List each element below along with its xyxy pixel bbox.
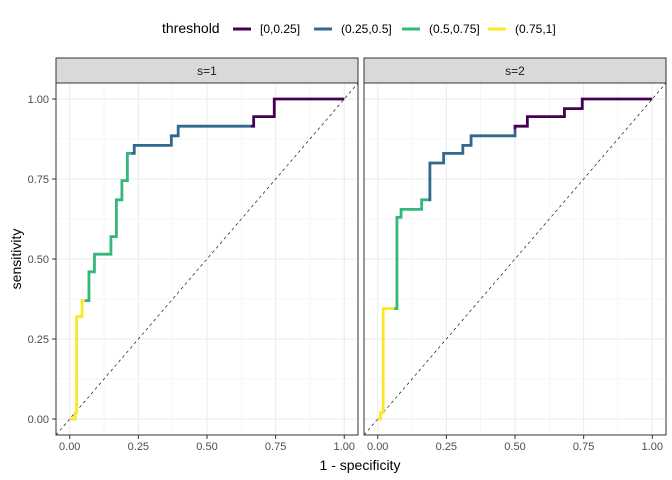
x-tick-label: 0.00 — [59, 441, 80, 453]
roc-series-line — [69, 299, 85, 421]
legend-label: (0.5,0.75] — [429, 22, 480, 36]
facet-panels: s=1 0.00 0.25 0.50 0.75 1.00 0.00 0.25 0.50 0.75 1… — [28, 57, 667, 453]
facet-strip — [55, 57, 359, 84]
roc-series-line — [131, 124, 251, 155]
legend-label: (0.25,0.5] — [341, 22, 392, 36]
legend-item: [0,0.25] — [233, 22, 300, 36]
facet-strip-label: s=1 — [197, 64, 217, 78]
roc-series-line — [377, 307, 395, 421]
panel-2: s=2 0.00 0.25 0.50 0.75 1.00 — [363, 57, 667, 453]
x-axis-title: 1 - specificity — [320, 457, 401, 473]
x-tick-label: 0.75 — [265, 441, 286, 453]
legend-title: threshold — [162, 20, 220, 36]
legend-item: (0.25,0.5] — [314, 22, 392, 36]
x-tick-label: 0.25 — [436, 441, 457, 453]
legend: threshold [0,0.25] (0.25,0.5] (0.5,0.75] (0… — [162, 20, 556, 36]
roc-series-line — [250, 97, 345, 128]
x-tick-label: 0.25 — [128, 441, 149, 453]
x-tick-label: 0.50 — [504, 441, 525, 453]
y-tick-label: 0.00 — [28, 414, 49, 426]
reference-diagonal — [363, 82, 667, 436]
y-tick-label: 0.25 — [28, 334, 49, 346]
legend-item: (0.75,1] — [488, 22, 556, 36]
y-axis-title: sensitivity — [8, 229, 24, 290]
axis-titles: 1 - specificity sensitivity — [8, 229, 400, 473]
reference-diagonal — [55, 82, 359, 436]
y-tick-label: 0.50 — [28, 254, 49, 266]
roc-series-line — [513, 97, 653, 130]
roc-series-line — [428, 129, 517, 202]
x-tick-label: 1.00 — [642, 441, 663, 453]
legend-item: (0.5,0.75] — [402, 22, 480, 36]
roc-series-line — [84, 152, 132, 302]
legend-label: (0.75,1] — [515, 22, 556, 36]
facet-strip-label: s=2 — [505, 64, 525, 78]
facet-strip — [363, 57, 667, 84]
roc-series-line — [394, 198, 429, 310]
y-tick-label: 0.75 — [28, 174, 49, 186]
x-tick-label: 1.00 — [334, 441, 355, 453]
x-tick-label: 0.50 — [196, 441, 217, 453]
panel-1: s=1 0.00 0.25 0.50 0.75 1.00 0.00 0.25 0.50 0.75 1… — [28, 57, 359, 453]
x-tick-label: 0.75 — [573, 441, 594, 453]
y-tick-label: 1.00 — [28, 94, 49, 106]
x-tick-label: 0.00 — [367, 441, 388, 453]
legend-label: [0,0.25] — [260, 22, 300, 36]
